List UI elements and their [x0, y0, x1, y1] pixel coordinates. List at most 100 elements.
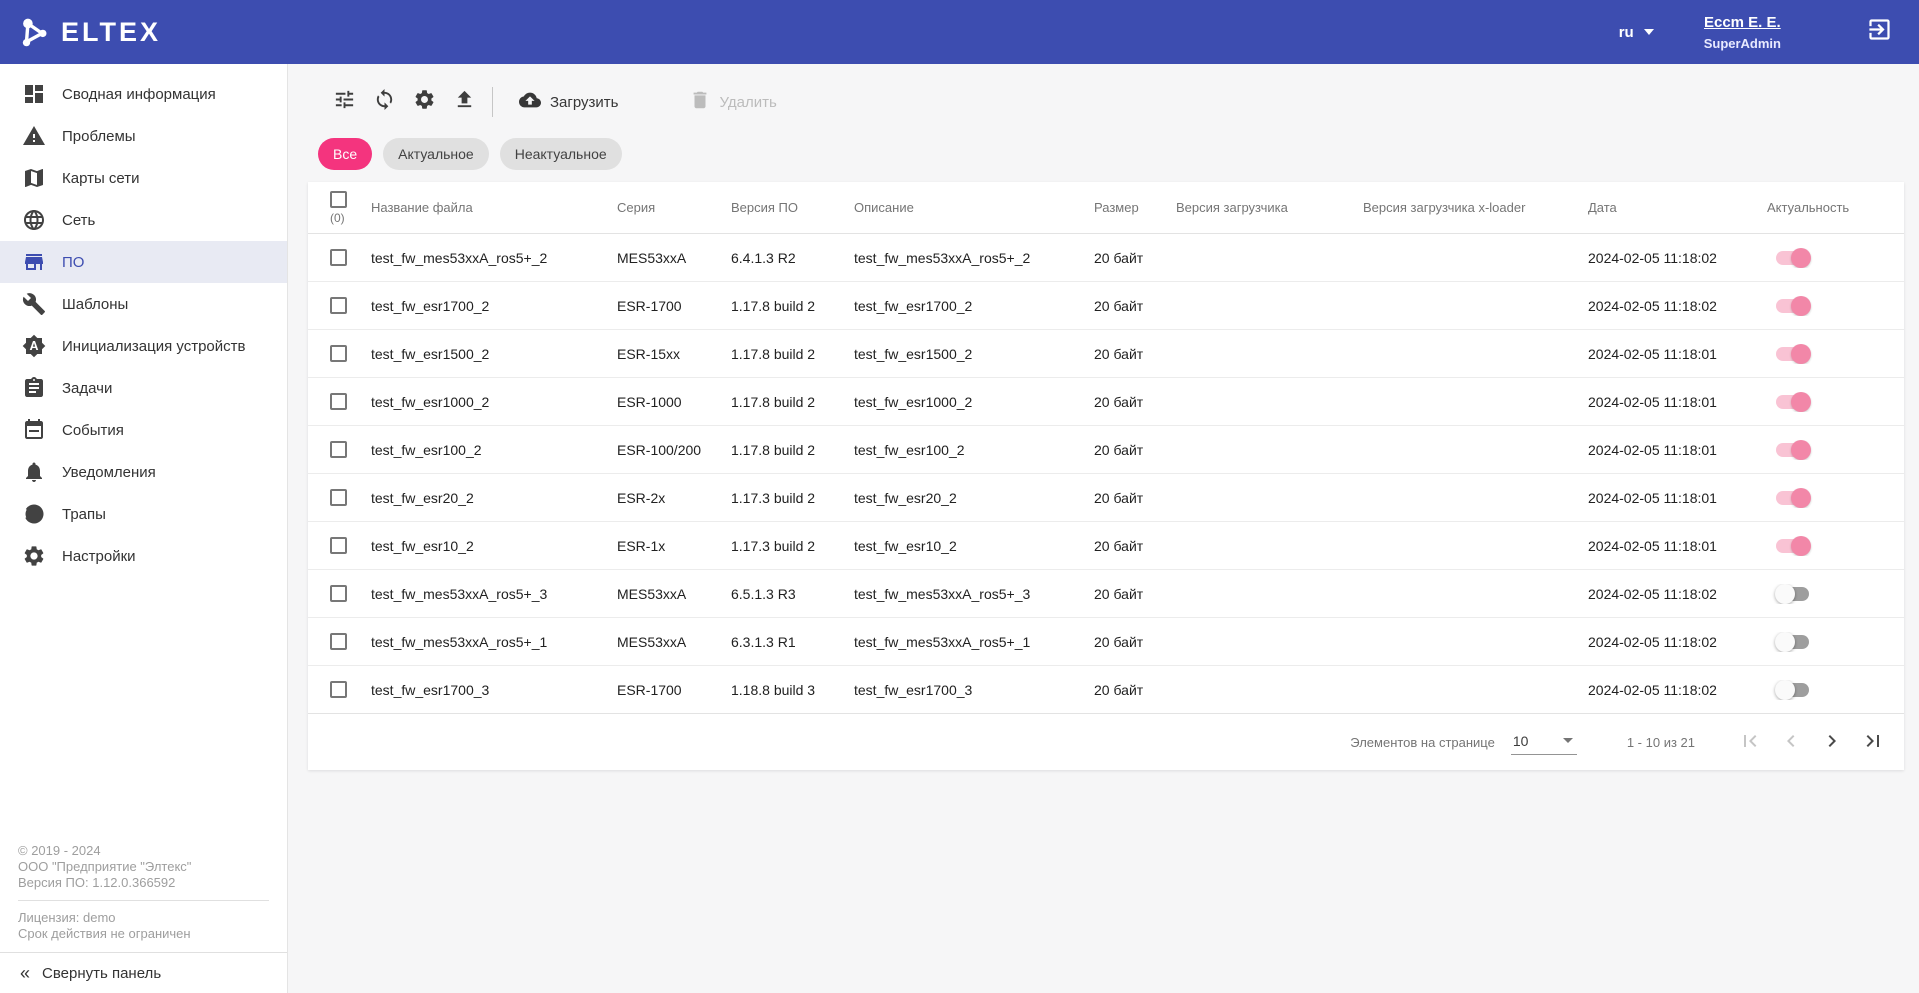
sidebar-item-firmware[interactable]: ПО: [0, 241, 287, 283]
previous-page-button[interactable]: [1778, 729, 1804, 755]
description-cell: test_fw_esr20_2: [854, 489, 957, 506]
sidebar-item-templates[interactable]: Шаблоны: [0, 283, 287, 325]
size-cell: 20 байт: [1094, 393, 1144, 410]
table-row[interactable]: test_fw_esr1000_2 ESR-1000 1.17.8 build …: [308, 378, 1904, 426]
chevron-left-icon: [1779, 729, 1803, 756]
sidebar-item-problems[interactable]: Проблемы: [0, 115, 287, 157]
exit-icon: [1866, 16, 1893, 48]
dashboard-icon: [22, 82, 46, 106]
brand-logo[interactable]: ELTEX: [18, 15, 161, 49]
size-cell: 20 байт: [1094, 489, 1144, 506]
globe-icon: [22, 208, 46, 232]
license-term-text: Срок действия не ограничен: [18, 926, 191, 941]
toolbar-divider: [492, 87, 493, 117]
top-bar: ELTEX ru Eccm E. E. SuperAdmin: [0, 0, 1919, 64]
load-firmware-button[interactable]: Загрузить: [509, 83, 629, 121]
row-checkbox[interactable]: [330, 249, 347, 266]
table-row[interactable]: test_fw_mes53xxA_ros5+_3 MES53xxA 6.5.1.…: [308, 570, 1904, 618]
sidebar-item-summary[interactable]: Сводная информация: [0, 73, 287, 115]
sidebar-item-events[interactable]: События: [0, 409, 287, 451]
sidebar-item-device-init[interactable]: Инициализация устройств: [0, 325, 287, 367]
table-row[interactable]: test_fw_esr1500_2 ESR-15xx 1.17.8 build …: [308, 330, 1904, 378]
table-row[interactable]: test_fw_mes53xxA_ros5+_1 MES53xxA 6.3.1.…: [308, 618, 1904, 666]
series-cell: ESR-1700: [617, 681, 682, 698]
sidebar-item-notifications[interactable]: Уведомления: [0, 451, 287, 493]
chip-label: Неактуальное: [514, 146, 607, 162]
delete-firmware-button[interactable]: Удалить: [679, 83, 787, 121]
table-row[interactable]: test_fw_esr100_2 ESR-100/200 1.17.8 buil…: [308, 426, 1904, 474]
row-checkbox[interactable]: [330, 585, 347, 602]
series-cell: ESR-1x: [617, 537, 666, 554]
sidebar-item-traps[interactable]: Трапы: [0, 493, 287, 535]
table-row[interactable]: test_fw_esr10_2 ESR-1x 1.17.3 build 2 te…: [308, 522, 1904, 570]
per-page-select[interactable]: 10: [1510, 730, 1577, 755]
table-header-row: (0) Название файла Серия Версия ПО Описа…: [308, 182, 1904, 234]
table-row[interactable]: test_fw_esr1700_3 ESR-1700 1.18.8 build …: [308, 666, 1904, 714]
description-cell: test_fw_mes53xxA_ros5+_2: [854, 249, 1031, 266]
filter-chip-inactual[interactable]: Неактуальное: [499, 138, 622, 170]
map-icon: [22, 166, 46, 190]
collapse-panel-button[interactable]: « Свернуть панель: [0, 952, 287, 993]
language-selector[interactable]: ru: [1619, 24, 1654, 41]
series-cell: MES53xxA: [617, 585, 687, 602]
actuality-toggle[interactable]: [1775, 535, 1811, 556]
series-cell: ESR-100/200: [617, 441, 702, 458]
version-text: Версия ПО: 1.12.0.366592: [18, 875, 176, 890]
actuality-toggle[interactable]: [1775, 679, 1811, 700]
last-page-button[interactable]: [1860, 729, 1886, 755]
chip-label: Все: [333, 146, 358, 162]
table-settings-button[interactable]: [404, 82, 444, 122]
actuality-toggle[interactable]: [1775, 439, 1811, 460]
actuality-toggle[interactable]: [1775, 295, 1811, 316]
actuality-toggle[interactable]: [1775, 247, 1811, 268]
fw-version-cell: 1.18.8 build 3: [731, 681, 816, 698]
collapse-panel-label: Свернуть панель: [42, 964, 162, 982]
user-name-link[interactable]: Eccm E. E.: [1703, 13, 1781, 31]
sidebar-item-network[interactable]: Сеть: [0, 199, 287, 241]
sidebar-item-network-maps[interactable]: Карты сети: [0, 157, 287, 199]
fw-version-cell: 1.17.8 build 2: [731, 441, 816, 458]
refresh-button[interactable]: [364, 82, 404, 122]
actuality-toggle[interactable]: [1775, 343, 1811, 364]
actuality-toggle[interactable]: [1775, 631, 1811, 652]
row-checkbox[interactable]: [330, 633, 347, 650]
series-cell: MES53xxA: [617, 633, 687, 650]
row-checkbox[interactable]: [330, 345, 347, 362]
first-page-icon: [1738, 729, 1762, 756]
row-checkbox[interactable]: [330, 681, 347, 698]
fw-version-cell: 1.17.3 build 2: [731, 489, 816, 506]
row-checkbox[interactable]: [330, 537, 347, 554]
per-page-label: Элементов на странице: [1350, 734, 1495, 750]
first-page-button[interactable]: [1737, 729, 1763, 755]
actuality-toggle[interactable]: [1775, 583, 1811, 604]
selected-count: (0): [330, 210, 345, 225]
description-cell: test_fw_esr1700_2: [854, 297, 973, 314]
size-cell: 20 байт: [1094, 441, 1144, 458]
row-checkbox[interactable]: [330, 297, 347, 314]
filter-chips: Все Актуальное Неактуальное: [308, 138, 1904, 170]
sidebar-item-tasks[interactable]: Задачи: [0, 367, 287, 409]
filter-chip-all[interactable]: Все: [318, 138, 373, 170]
actuality-toggle[interactable]: [1775, 391, 1811, 412]
export-upload-button[interactable]: [444, 82, 484, 122]
actuality-toggle[interactable]: [1775, 487, 1811, 508]
toggle-knob: [1791, 343, 1811, 364]
main-content: Загрузить Удалить Все Актуальное Неактуа…: [288, 64, 1919, 993]
series-cell: ESR-2x: [617, 489, 666, 506]
next-page-button[interactable]: [1819, 729, 1845, 755]
filter-chip-actual[interactable]: Актуальное: [383, 138, 489, 170]
filter-tune-button[interactable]: [324, 82, 364, 122]
table-row[interactable]: test_fw_esr20_2 ESR-2x 1.17.3 build 2 te…: [308, 474, 1904, 522]
fw-version-cell: 1.17.3 build 2: [731, 537, 816, 554]
row-checkbox[interactable]: [330, 441, 347, 458]
logout-button[interactable]: [1865, 18, 1893, 46]
row-checkbox[interactable]: [330, 489, 347, 506]
row-checkbox[interactable]: [330, 393, 347, 410]
sidebar-item-settings[interactable]: Настройки: [0, 535, 287, 577]
table-row[interactable]: test_fw_esr1700_2 ESR-1700 1.17.8 build …: [308, 282, 1904, 330]
select-all-checkbox[interactable]: [330, 190, 347, 208]
table-row[interactable]: test_fw_mes53xxA_ros5+_2 MES53xxA 6.4.1.…: [308, 234, 1904, 282]
brand-text: ELTEX: [61, 16, 162, 47]
table-body: test_fw_mes53xxA_ros5+_2 MES53xxA 6.4.1.…: [308, 234, 1904, 714]
fw-version-cell: 6.5.1.3 R3: [731, 585, 796, 602]
